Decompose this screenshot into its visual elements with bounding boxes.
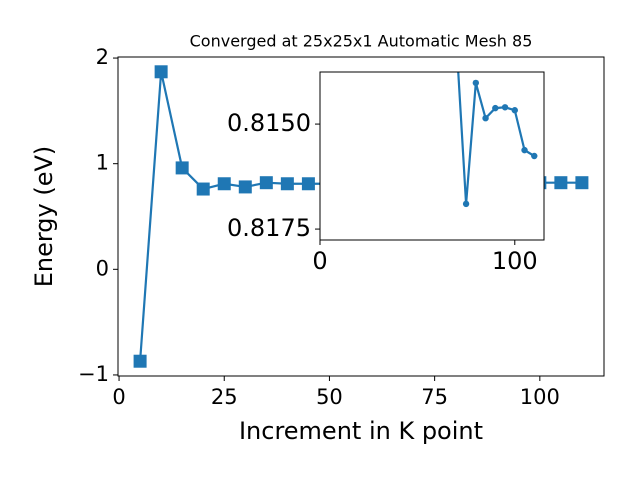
marker <box>554 176 568 190</box>
marker <box>259 176 273 190</box>
marker <box>482 115 489 122</box>
marker <box>217 177 231 191</box>
marker <box>531 152 538 160</box>
y-axis-label: Energy (eV) <box>30 146 58 288</box>
y-tick-label: 0 <box>96 256 109 280</box>
x-tick-label: 100 <box>492 247 538 275</box>
plot-group <box>457 72 538 208</box>
marker <box>133 354 147 368</box>
y-tick-label: −1 <box>78 362 109 386</box>
plot-area <box>320 72 544 240</box>
marker <box>492 104 499 112</box>
marker <box>501 104 509 111</box>
marker <box>196 182 210 196</box>
marker <box>175 161 189 175</box>
y-tick-label: 1 <box>96 151 109 175</box>
x-axis-label: Increment in K point <box>239 417 483 445</box>
marker <box>521 146 528 154</box>
marker <box>154 65 168 79</box>
x-tick-label: 25 <box>211 385 238 409</box>
axes-frame <box>319 71 545 241</box>
marker <box>575 176 589 190</box>
marker <box>301 177 315 191</box>
chart-title: Converged at 25x25x1 Automatic Mesh 85 <box>190 32 533 51</box>
marker <box>472 79 480 87</box>
marker <box>238 180 252 194</box>
y-tick-label: 0.8175 <box>227 214 311 242</box>
x-tick-label: 75 <box>421 385 448 409</box>
axes-frame <box>117 56 605 377</box>
y-tick-label: 0.8150 <box>227 109 311 137</box>
marker <box>462 200 470 208</box>
x-tick-label: 0 <box>312 247 327 275</box>
marker <box>511 107 518 114</box>
x-tick-label: 50 <box>316 385 343 409</box>
y-tick-label: 2 <box>96 45 109 69</box>
x-tick-label: 100 <box>520 385 560 409</box>
marker <box>280 177 294 191</box>
x-tick-label: 0 <box>112 385 125 409</box>
